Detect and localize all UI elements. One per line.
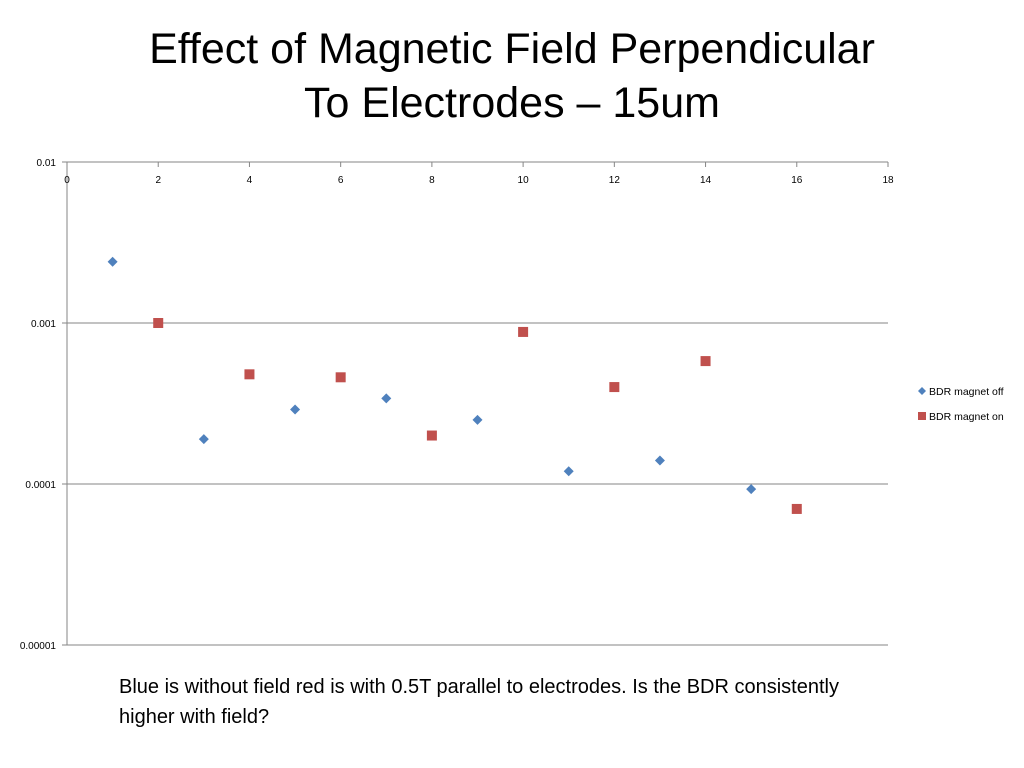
data-point-magnet-on xyxy=(153,318,164,328)
slide-title-line-1: Effect of Magnetic Field Perpendicular xyxy=(149,25,875,73)
data-point-magnet-off xyxy=(563,466,574,477)
data-point-magnet-off xyxy=(746,484,757,495)
data-point-magnet-on xyxy=(244,369,255,380)
x-tick-label: 4 xyxy=(247,175,253,186)
slide-caption: Blue is without field red is with 0.5T p… xyxy=(119,676,839,728)
data-point-magnet-on xyxy=(335,372,346,383)
data-points xyxy=(107,256,802,514)
x-tick-label: 10 xyxy=(518,175,530,186)
legend-label: BDR magnet off xyxy=(929,386,1004,398)
legend: BDR magnet off BDR magnet on xyxy=(918,386,1004,423)
axes: 0.01 0.001 0.0001 0.00001 0 2 4 6 8 10 12 14 16 18 xyxy=(20,158,894,652)
data-point-magnet-off xyxy=(107,256,118,267)
x-tick-label: 14 xyxy=(700,175,712,186)
gridlines xyxy=(67,161,888,646)
data-point-magnet-on xyxy=(518,326,529,337)
x-tick-label: 6 xyxy=(338,175,344,186)
x-tick-label: 18 xyxy=(882,175,894,186)
y-tick-label: 0.00001 xyxy=(20,641,57,652)
y-tick-label: 0.01 xyxy=(37,158,57,169)
legend-diamond-icon xyxy=(918,387,926,395)
slide-title-line-2: To Electrodes – 15um xyxy=(304,79,720,127)
x-tick-label: 12 xyxy=(609,175,621,186)
data-point-magnet-off xyxy=(290,404,301,415)
x-tick-label: 2 xyxy=(155,175,161,186)
data-point-magnet-on xyxy=(791,503,802,514)
legend-square-icon xyxy=(918,412,926,420)
x-tick-label: 16 xyxy=(791,175,803,186)
y-tick-label: 0.001 xyxy=(31,319,56,330)
data-point-magnet-off xyxy=(381,393,392,404)
data-point-magnet-off xyxy=(472,414,483,425)
slide-title: Effect of Magnetic Field Perpendicular T… xyxy=(0,22,1024,130)
bdr-scatter-chart: 0.01 0.001 0.0001 0.00001 0 2 4 6 8 10 12 14 16 18 BD… xyxy=(20,158,1004,652)
data-point-magnet-off xyxy=(654,455,665,466)
x-tick-label: 8 xyxy=(429,175,435,186)
legend-label: BDR magnet on xyxy=(929,411,1004,423)
data-point-magnet-on xyxy=(700,356,711,367)
data-point-magnet-on xyxy=(609,382,620,393)
data-point-magnet-on xyxy=(426,430,437,441)
x-tick-label: 0 xyxy=(64,175,70,186)
y-tick-label: 0.0001 xyxy=(25,480,56,491)
data-point-magnet-off xyxy=(198,434,209,445)
